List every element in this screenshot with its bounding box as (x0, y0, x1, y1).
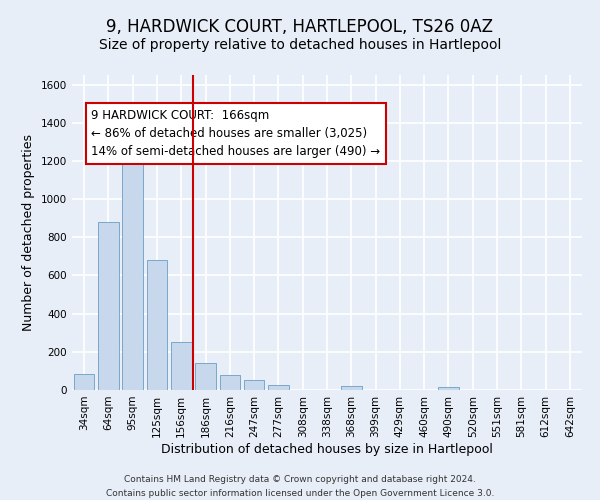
Bar (122, 140, 143, 390)
Y-axis label: Number of detached properties: Number of detached properties (22, 134, 35, 331)
Bar (195, 364, 216, 390)
X-axis label: Distribution of detached houses by size in Hartlepool: Distribution of detached houses by size … (161, 442, 493, 456)
Bar (74, 374, 94, 390)
Bar (146, 260, 167, 390)
Bar (220, 374, 240, 390)
Text: 9 HARDWICK COURT:  166sqm
← 86% of detached houses are smaller (3,025)
14% of se: 9 HARDWICK COURT: 166sqm ← 86% of detach… (91, 110, 380, 158)
Bar (341, 386, 362, 390)
Bar (98, 222, 119, 390)
Text: Size of property relative to detached houses in Hartlepool: Size of property relative to detached ho… (99, 38, 501, 52)
Text: Contains HM Land Registry data © Crown copyright and database right 2024.
Contai: Contains HM Land Registry data © Crown c… (106, 476, 494, 498)
Bar (171, 342, 191, 390)
Text: 9, HARDWICK COURT, HARTLEPOOL, TS26 0AZ: 9, HARDWICK COURT, HARTLEPOOL, TS26 0AZ (107, 18, 493, 36)
Bar (244, 380, 265, 390)
Bar (438, 387, 459, 390)
Bar (268, 384, 289, 390)
